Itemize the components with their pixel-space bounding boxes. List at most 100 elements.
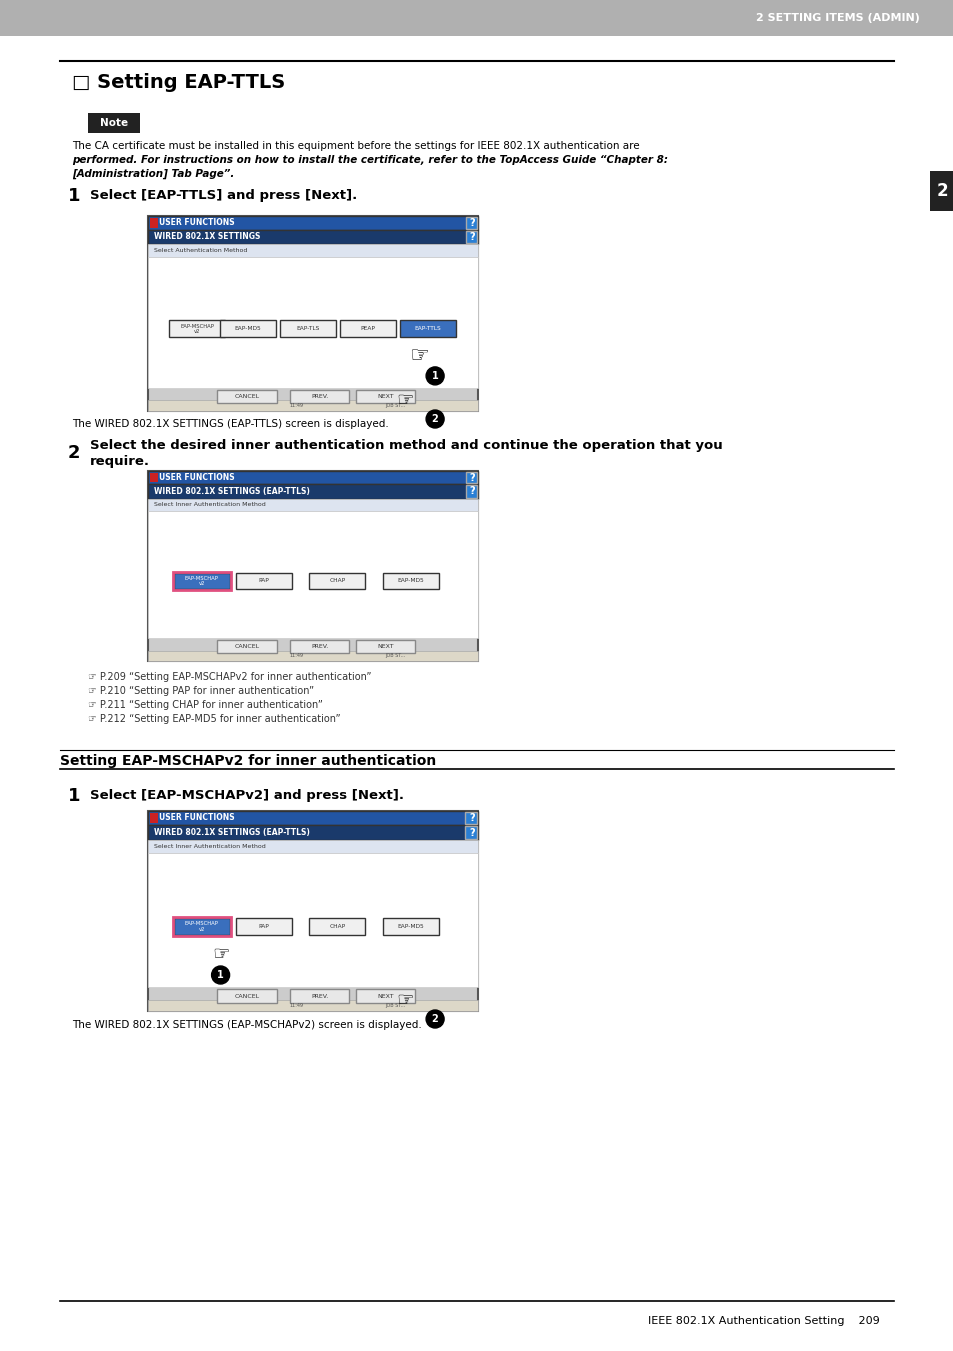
Text: 1: 1 (432, 372, 438, 381)
Bar (148, 1000, 477, 1011)
Text: JOB ST...: JOB ST... (385, 403, 405, 408)
Circle shape (212, 966, 230, 984)
Text: ☞: ☞ (396, 390, 414, 409)
Bar (150, 473, 158, 482)
Text: Select Inner Authentication Method: Select Inner Authentication Method (153, 503, 266, 507)
Circle shape (426, 409, 444, 428)
Text: WIRED 802.1X SETTINGS (EAP-TTLS): WIRED 802.1X SETTINGS (EAP-TTLS) (153, 828, 310, 838)
Bar (309, 573, 365, 589)
Bar (148, 825, 477, 840)
Text: □ Setting EAP-TTLS: □ Setting EAP-TTLS (71, 73, 285, 92)
Text: ?: ? (469, 473, 475, 482)
Text: 11:49: 11:49 (289, 1002, 303, 1008)
Bar (88, 113, 140, 132)
Text: 2: 2 (935, 182, 947, 200)
Bar (217, 989, 276, 1002)
Text: Setting EAP-MSCHAPv2 for inner authentication: Setting EAP-MSCHAPv2 for inner authentic… (60, 754, 436, 767)
Text: PREV.: PREV. (311, 993, 328, 998)
Text: PEAP: PEAP (360, 326, 375, 331)
Bar (466, 471, 476, 484)
Text: CANCEL: CANCEL (234, 993, 259, 998)
Bar (148, 811, 477, 1011)
Text: v2: v2 (198, 581, 205, 586)
Text: ?: ? (469, 486, 475, 496)
Bar (290, 389, 349, 403)
Text: ☞: ☞ (212, 946, 229, 965)
Text: The CA certificate must be installed in this equipment before the settings for I: The CA certificate must be installed in … (71, 141, 639, 151)
Text: Select the desired inner authentication method and continue the operation that y: Select the desired inner authentication … (90, 439, 722, 453)
Bar (465, 812, 476, 824)
Bar (465, 218, 476, 228)
Text: EAP-MD5: EAP-MD5 (397, 578, 424, 584)
Bar (220, 320, 275, 336)
Text: EAP-MSCHAP: EAP-MSCHAP (185, 921, 218, 927)
Text: ☞ P.212 “Setting EAP-MD5 for inner authentication”: ☞ P.212 “Setting EAP-MD5 for inner authe… (88, 713, 340, 724)
Text: WIRED 802.1X SETTINGS (EAP-TTLS): WIRED 802.1X SETTINGS (EAP-TTLS) (153, 486, 310, 496)
Bar (309, 917, 365, 935)
Text: PREV.: PREV. (311, 644, 328, 650)
Text: v2: v2 (193, 330, 200, 335)
Bar (355, 389, 415, 403)
Text: PAP: PAP (258, 578, 269, 584)
Bar (339, 320, 395, 336)
Text: 2: 2 (432, 1015, 438, 1024)
Text: Select [EAP-TTLS] and press [Next].: Select [EAP-TTLS] and press [Next]. (90, 189, 356, 203)
Text: CHAP: CHAP (329, 578, 345, 584)
Text: Select Inner Authentication Method: Select Inner Authentication Method (153, 844, 266, 848)
Text: ☞ P.210 “Setting PAP for inner authentication”: ☞ P.210 “Setting PAP for inner authentic… (88, 686, 314, 696)
Text: Select [EAP-MSCHAPv2] and press [Next].: Select [EAP-MSCHAPv2] and press [Next]. (90, 789, 403, 802)
Text: The WIRED 802.1X SETTINGS (EAP-TTLS) screen is displayed.: The WIRED 802.1X SETTINGS (EAP-TTLS) scr… (71, 419, 388, 430)
Text: 2: 2 (432, 413, 438, 424)
Bar (150, 218, 158, 228)
Bar (929, 172, 953, 211)
Bar (148, 811, 477, 825)
Bar (0, 0, 953, 36)
Text: 1: 1 (68, 186, 80, 205)
Bar (235, 917, 292, 935)
Bar (148, 216, 477, 411)
Text: require.: require. (90, 454, 150, 467)
Text: NEXT: NEXT (376, 993, 394, 998)
Text: NEXT: NEXT (376, 644, 394, 650)
Text: 1: 1 (217, 970, 224, 979)
Text: ?: ? (468, 813, 474, 823)
Bar (148, 216, 477, 230)
Text: 2: 2 (68, 444, 80, 462)
Text: ☞: ☞ (396, 990, 414, 1009)
Bar (169, 320, 225, 336)
Bar (173, 917, 230, 935)
Bar (290, 989, 349, 1002)
Bar (280, 320, 335, 336)
Text: PAP: PAP (258, 924, 269, 929)
Bar (399, 320, 456, 336)
Text: 11:49: 11:49 (289, 403, 303, 408)
Text: EAP-TLS: EAP-TLS (296, 326, 319, 331)
Bar (148, 471, 477, 484)
Bar (382, 573, 438, 589)
Text: USER FUNCTIONS: USER FUNCTIONS (158, 473, 234, 482)
Text: EAP-TTLS: EAP-TTLS (415, 326, 441, 331)
Bar (173, 573, 230, 589)
Text: ?: ? (469, 218, 475, 228)
Bar (235, 573, 292, 589)
Text: USER FUNCTIONS: USER FUNCTIONS (159, 813, 234, 823)
Text: ?: ? (468, 828, 474, 838)
Text: NEXT: NEXT (376, 394, 394, 399)
Bar (465, 825, 476, 839)
Bar (148, 499, 477, 511)
Text: The WIRED 802.1X SETTINGS (EAP-MSCHAPv2) screen is displayed.: The WIRED 802.1X SETTINGS (EAP-MSCHAPv2)… (71, 1020, 421, 1029)
Bar (382, 917, 438, 935)
Text: ☞: ☞ (408, 346, 428, 366)
Text: 11:49: 11:49 (289, 654, 303, 658)
Text: performed. For instructions on how to install the certificate, refer to the TopA: performed. For instructions on how to in… (71, 155, 667, 165)
Bar (172, 571, 231, 590)
Bar (290, 640, 349, 654)
Bar (355, 989, 415, 1002)
Text: EAP-MD5: EAP-MD5 (397, 924, 424, 929)
Bar (148, 400, 477, 411)
Text: 1: 1 (68, 788, 80, 805)
Text: EAP-MSCHAP: EAP-MSCHAP (185, 576, 218, 581)
Bar (148, 245, 477, 257)
Bar (150, 813, 158, 823)
Text: PREV.: PREV. (311, 394, 328, 399)
